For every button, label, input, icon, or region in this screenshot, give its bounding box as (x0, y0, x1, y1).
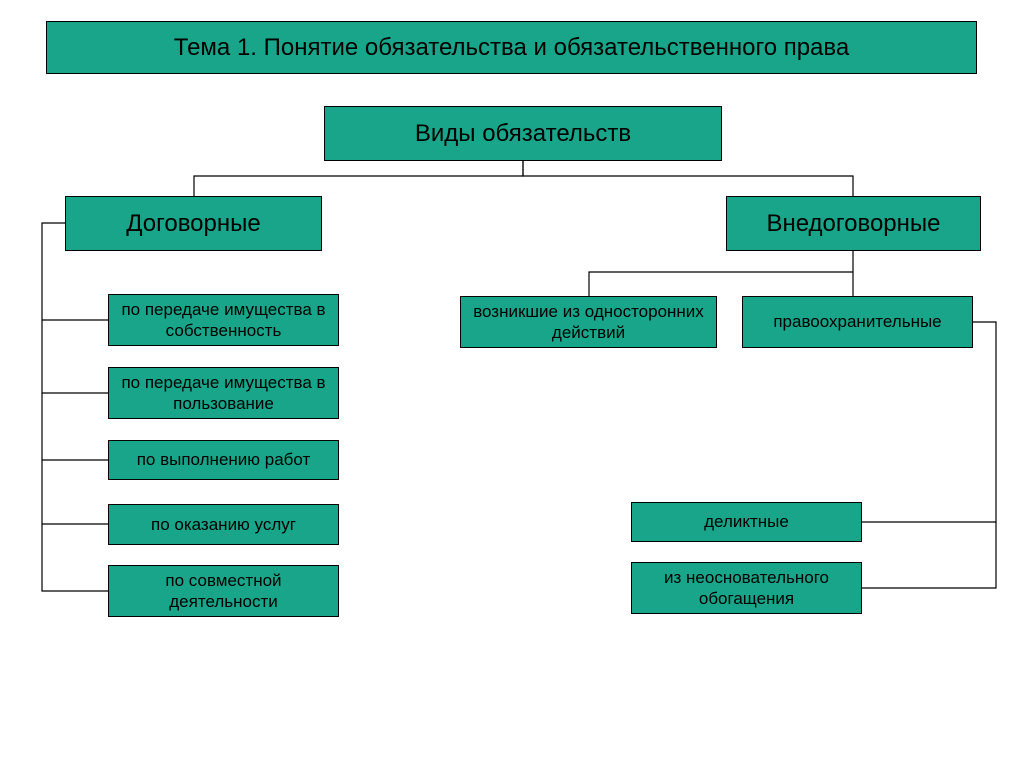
node-label: по выполнению работ (137, 449, 311, 470)
node-label: Договорные (126, 209, 260, 239)
connector-line (42, 524, 108, 591)
connector-line (42, 460, 108, 524)
node-root: Виды обязательств (324, 106, 722, 161)
node-a1: по передаче имущества в собственность (108, 294, 339, 346)
node-catA: Договорные (65, 196, 322, 251)
node-a5: по совместной деятельности (108, 565, 339, 617)
node-b2: правоохранительные (742, 296, 973, 348)
connector-line (194, 161, 523, 196)
node-label: возникшие из односторонних действий (469, 301, 708, 344)
node-a2: по передаче имущества в пользование (108, 367, 339, 419)
node-label: по оказанию услуг (151, 514, 296, 535)
node-label: правоохранительные (773, 311, 941, 332)
node-label: Тема 1. Понятие обязательства и обязател… (174, 33, 849, 63)
connector-line (862, 522, 996, 588)
node-b1: возникшие из односторонних действий (460, 296, 717, 348)
connector-line (862, 322, 996, 522)
connector-line (42, 393, 108, 460)
node-label: из неосновательного обогащения (640, 567, 853, 610)
node-a4: по оказанию услуг (108, 504, 339, 545)
node-catB: Внедоговорные (726, 196, 981, 251)
node-b2b: из неосновательного обогащения (631, 562, 862, 614)
connector-line (523, 161, 853, 196)
node-label: Внедоговорные (766, 209, 940, 239)
node-label: Виды обязательств (415, 119, 631, 149)
node-a3: по выполнению работ (108, 440, 339, 480)
node-label: по передаче имущества в пользование (117, 372, 330, 415)
connector-line (589, 272, 853, 296)
node-label: по совместной деятельности (117, 570, 330, 613)
node-b2a: деликтные (631, 502, 862, 542)
connector-line (42, 320, 108, 393)
node-label: деликтные (704, 511, 789, 532)
node-title: Тема 1. Понятие обязательства и обязател… (46, 21, 977, 74)
node-label: по передаче имущества в собственность (117, 299, 330, 342)
